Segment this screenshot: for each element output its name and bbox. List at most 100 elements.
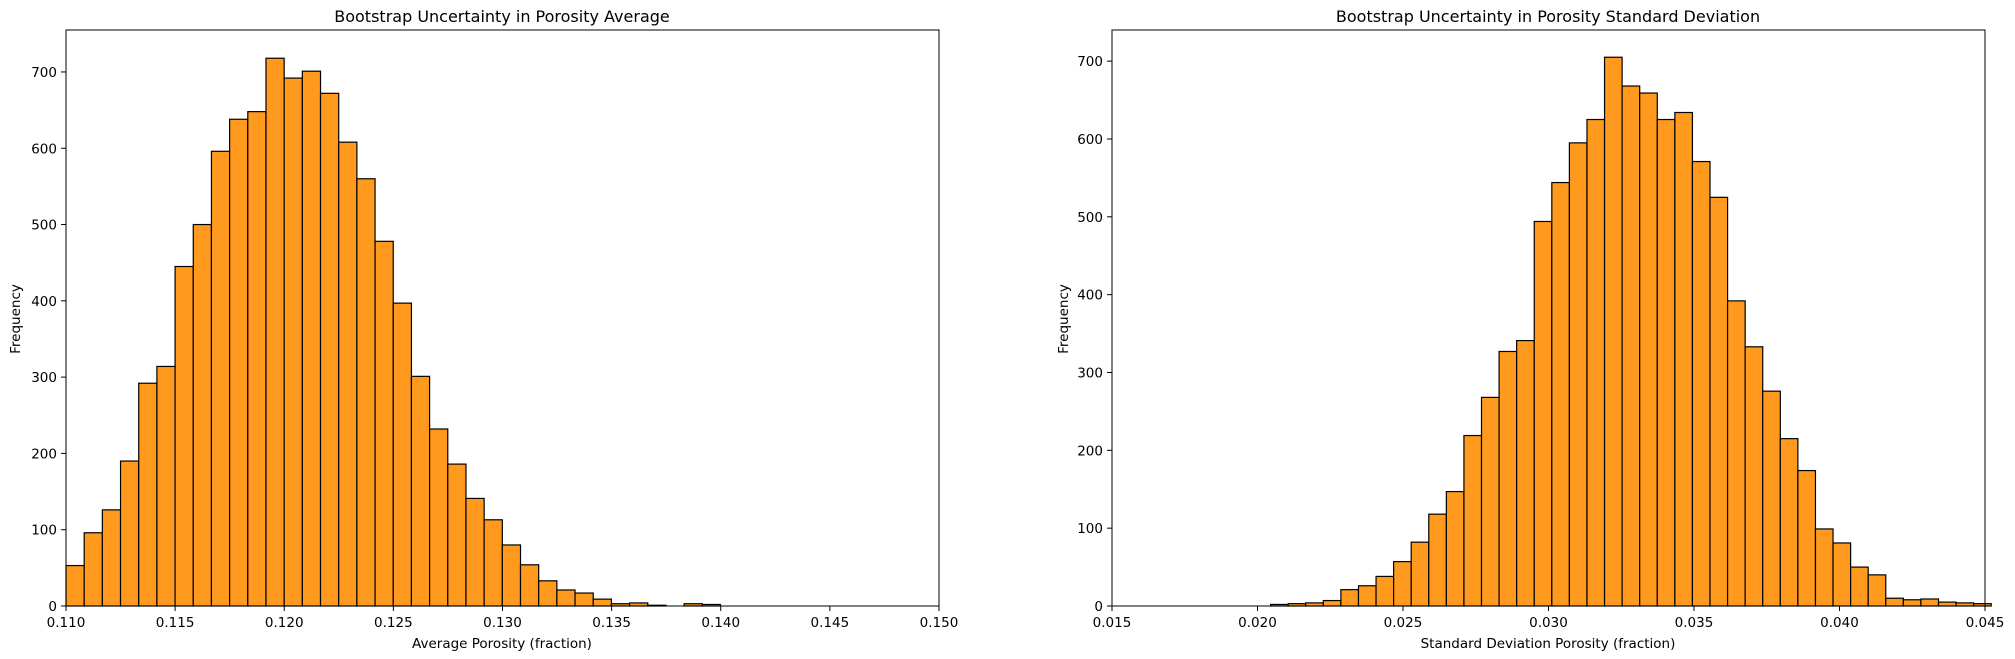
y-axis-label: Frequency (8, 284, 24, 354)
y-tick-label: 700 (31, 65, 57, 81)
histogram-bar (410, 375, 431, 607)
x-ticks: 0.015 0.020 0.025 0.030 0.035 0.040 0.045 (1093, 606, 2005, 631)
histogram-bar (1850, 566, 1869, 607)
histogram-bar (283, 77, 303, 607)
bars (1269, 56, 1992, 607)
histogram-bar (1375, 575, 1395, 607)
histogram-bar (1639, 92, 1658, 607)
histogram-bar (174, 265, 194, 607)
histogram-bar (1920, 598, 1940, 607)
histogram-bar (1674, 111, 1694, 607)
histogram-bar (1885, 597, 1904, 607)
histogram-bar (1867, 574, 1887, 607)
histogram-bar (1340, 589, 1360, 607)
x-tick-label: 0.020 (1238, 615, 1277, 631)
histogram-bar (1744, 346, 1764, 607)
y-tick-label: 500 (1077, 210, 1103, 226)
histogram-bar (1586, 118, 1606, 607)
histogram-bar (83, 532, 103, 607)
histogram-bar (1902, 599, 1922, 607)
x-tick-label: 0.120 (265, 615, 304, 631)
y-tick-label: 400 (31, 294, 57, 310)
histogram-bar (1533, 220, 1553, 607)
histogram-bar (1656, 118, 1676, 607)
average-porosity-histogram: Bootstrap Uncertainty in Porosity Averag… (8, 7, 958, 652)
histogram-bar (1516, 339, 1535, 607)
histogram-bar (1814, 528, 1834, 607)
histogram-bar (1797, 469, 1817, 607)
histogram-bar (1726, 300, 1746, 607)
x-tick-label: 0.030 (1529, 615, 1568, 631)
y-tick-label: 0 (1094, 599, 1103, 615)
histogram-bar (1445, 490, 1465, 607)
x-tick-label: 0.110 (47, 615, 86, 631)
histogram-bar (538, 580, 558, 607)
x-tick-label: 0.140 (701, 615, 740, 631)
histogram-bar (1322, 599, 1342, 607)
x-axis-label: Standard Deviation Porosity (fraction) (1421, 636, 1676, 652)
histogram-bar (447, 463, 467, 607)
histogram-bar (301, 70, 322, 607)
histogram-bar (1762, 390, 1781, 607)
x-tick-label: 0.150 (920, 615, 959, 631)
histogram-bar (1463, 434, 1483, 607)
y-tick-label: 200 (31, 446, 57, 462)
histogram-bar (483, 519, 503, 607)
histogram-bar (1410, 541, 1430, 607)
histogram-bar (210, 150, 231, 607)
histogram-bar (556, 589, 576, 607)
histogram-bar (1428, 513, 1447, 607)
histogram-bar (1393, 561, 1412, 607)
y-tick-label: 200 (1077, 443, 1103, 459)
x-tick-label: 0.045 (1966, 615, 2005, 631)
histogram-bar (1357, 585, 1377, 607)
histogram-bar (1937, 601, 1957, 607)
histogram-bar (1691, 160, 1711, 607)
y-tick-label: 300 (31, 370, 57, 386)
histogram-bar (192, 223, 213, 607)
histogram-bar (465, 497, 485, 607)
histogram-bar (519, 564, 540, 607)
histogram-bar (338, 141, 358, 607)
histogram-bar (574, 592, 594, 607)
histogram-bar (501, 544, 522, 607)
x-tick-label: 0.135 (592, 615, 631, 631)
histogram-bar (1568, 142, 1588, 607)
histogram-bar (1779, 438, 1799, 607)
histogram-bar (119, 460, 140, 607)
histogram-bar (392, 302, 413, 607)
plot-frame (1111, 29, 1986, 607)
histogram-bar (374, 240, 394, 607)
x-tick-label: 0.130 (483, 615, 522, 631)
bars (65, 57, 722, 607)
histogram-bar (1832, 542, 1852, 607)
histogram-bar (356, 178, 376, 607)
histogram-bar (101, 509, 122, 607)
histogram-bar (65, 564, 85, 607)
std-dev-porosity-histogram: Bootstrap Uncertainty in Porosity Standa… (1056, 7, 2004, 652)
histogram-bar (1621, 85, 1641, 607)
y-tick-label: 100 (1077, 521, 1103, 537)
y-tick-label: 500 (31, 218, 57, 234)
plot-frame (65, 29, 940, 607)
y-tick-label: 700 (1077, 54, 1103, 70)
histogram-bar (138, 382, 158, 607)
x-tick-label: 0.015 (1093, 615, 1132, 631)
histogram-bar (1603, 56, 1623, 607)
chart-title: Bootstrap Uncertainty in Porosity Averag… (334, 7, 670, 26)
y-tick-label: 600 (31, 141, 57, 157)
chart-title: Bootstrap Uncertainty in Porosity Standa… (1336, 7, 1760, 26)
x-tick-label: 0.035 (1675, 615, 1714, 631)
y-tick-label: 100 (31, 523, 57, 539)
histogram-bar (1551, 181, 1570, 607)
histogram-bar (265, 57, 285, 607)
histogram-bar (1480, 396, 1500, 607)
histogram-bar (319, 92, 340, 607)
x-tick-label: 0.025 (1384, 615, 1423, 631)
histogram-bar (592, 598, 613, 607)
y-tick-label: 400 (1077, 288, 1103, 304)
y-tick-label: 600 (1077, 132, 1103, 148)
y-tick-label: 0 (48, 599, 57, 615)
y-ticks: 0 100 200 300 400 500 600 700 (31, 65, 66, 615)
